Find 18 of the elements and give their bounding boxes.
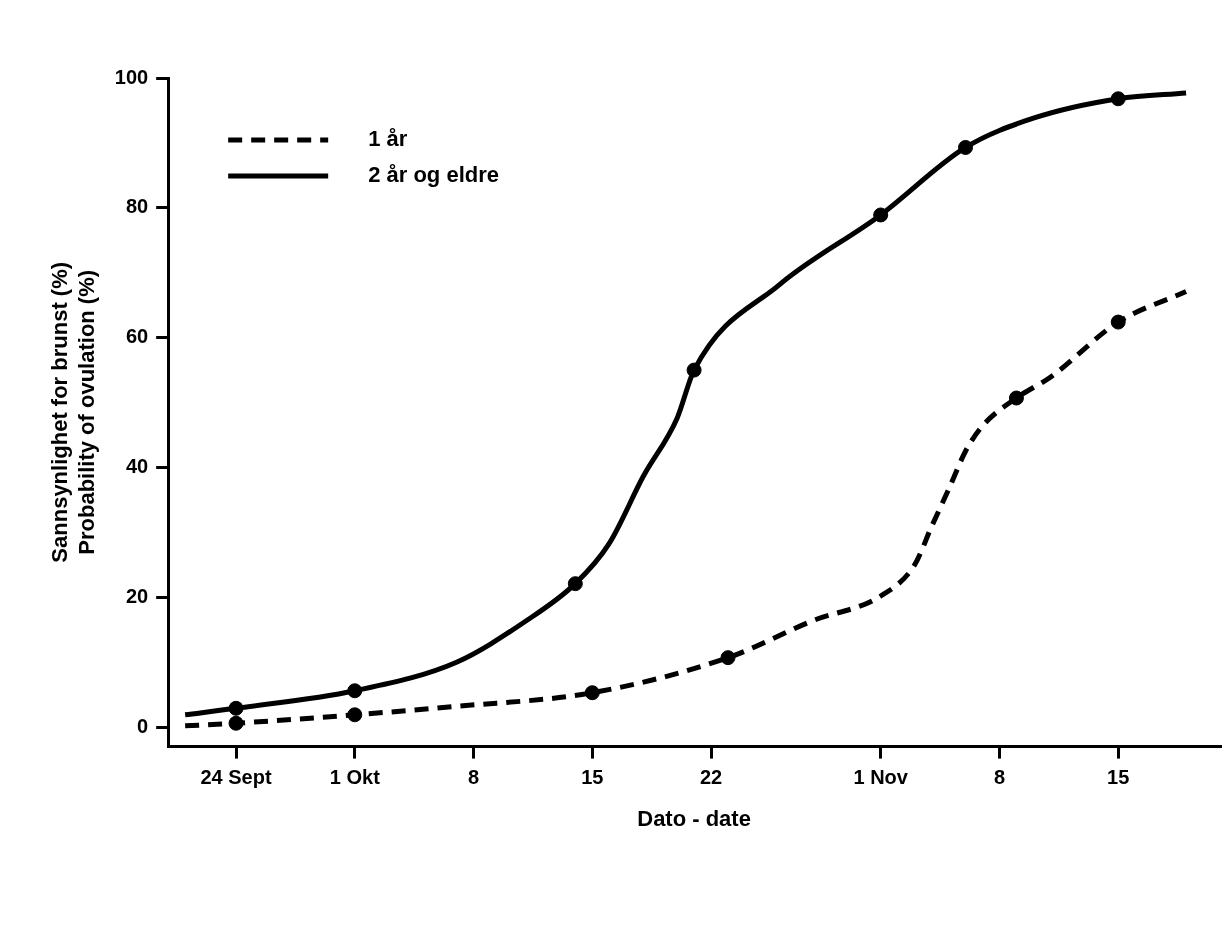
x-tick-label: 8 [467, 766, 480, 789]
x-tick-label: 1 Okt [329, 766, 381, 789]
x-tick-label: 15 [581, 766, 604, 789]
x-tick-label: 1 Nov [853, 766, 909, 789]
y-tick-label: 100 [114, 65, 149, 88]
x-tick-label: 22 [699, 766, 723, 789]
y-tick-label: 60 [125, 325, 149, 348]
legend-label: 2 år og eldre [368, 162, 500, 188]
y-axis-title: Sannsynlighet for brunst (%) Probability of ovulation (%) [47, 261, 99, 563]
y-tick-label: 40 [125, 454, 149, 477]
x-tick-label: 8 [993, 766, 1006, 789]
legend-label: 1 år [368, 126, 408, 152]
y-tick-label: 0 [137, 714, 149, 737]
x-tick-label: 24 Sept [200, 766, 272, 789]
y-tick-label: 20 [125, 584, 149, 607]
y-tick-label: 80 [125, 195, 149, 218]
x-axis-title: Dato - date [637, 805, 751, 831]
x-tick-label: 15 [1107, 766, 1130, 789]
